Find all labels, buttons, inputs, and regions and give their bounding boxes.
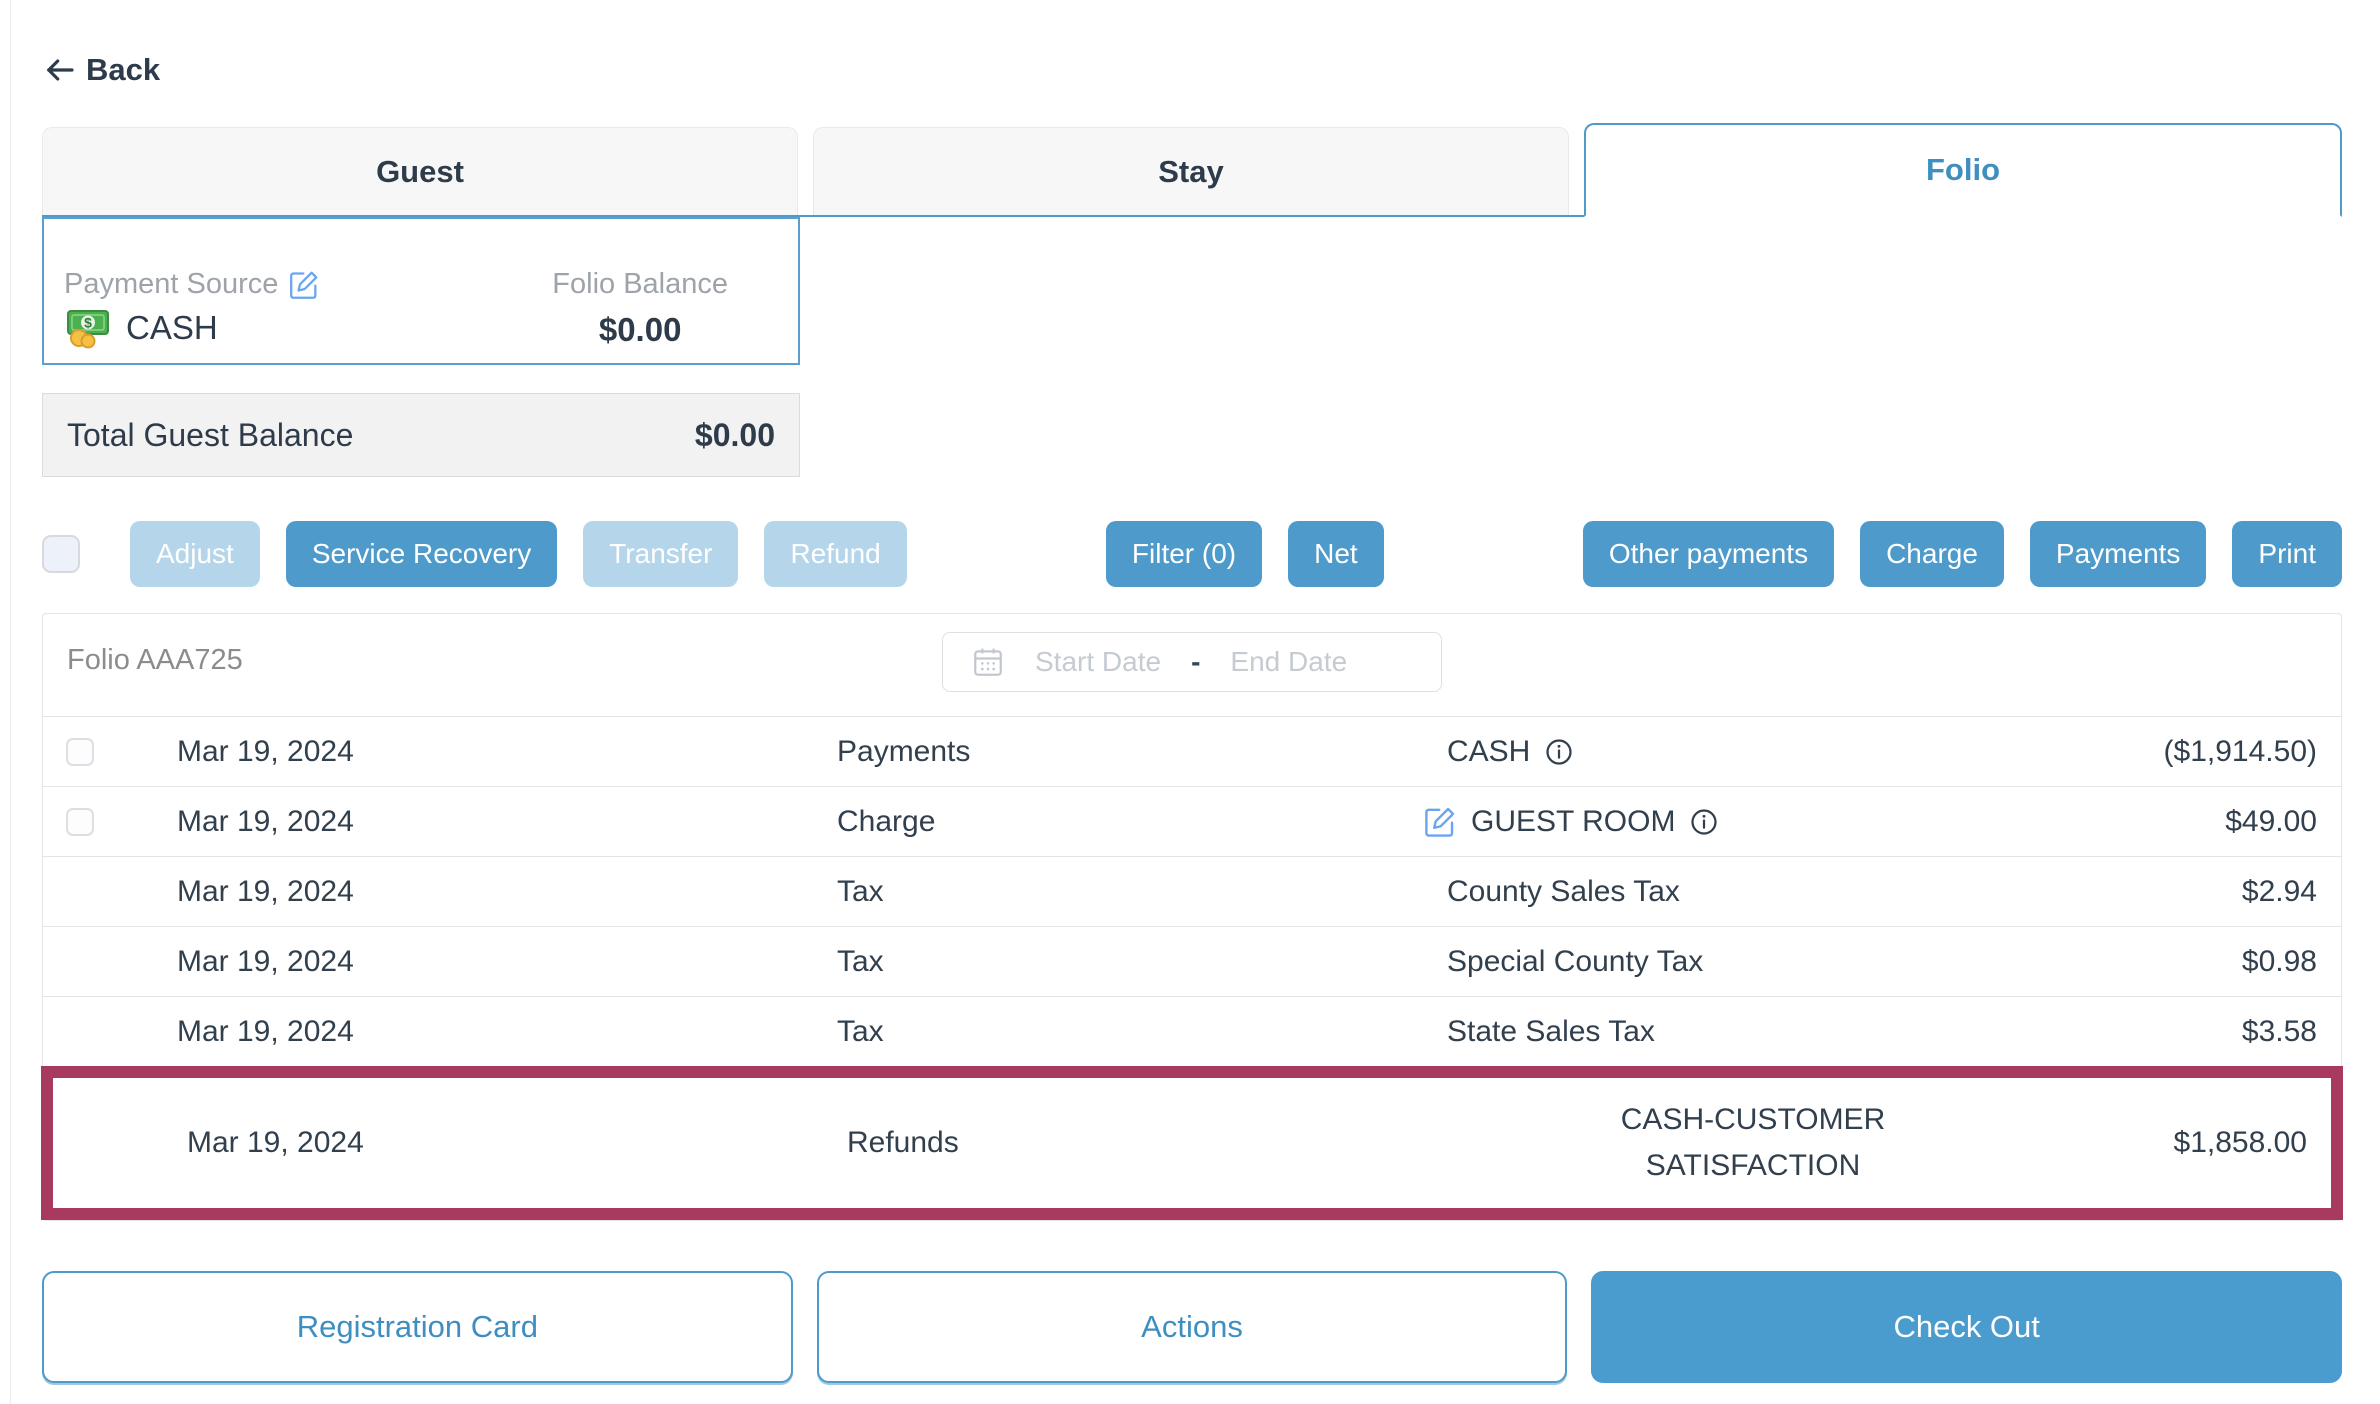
tab-bar: Guest Stay Folio [42, 123, 2342, 217]
row-description: County Sales Tax [1447, 874, 1680, 908]
table-row: Mar 19, 2024 Tax Special County Tax $0.9… [43, 926, 2341, 996]
row-date: Mar 19, 2024 [177, 874, 354, 908]
row-type: Payments [837, 734, 971, 768]
actions-button[interactable]: Actions [816, 1271, 1568, 1383]
folio-balance-value: $0.00 [598, 311, 682, 348]
tab-folio-label: Folio [1925, 152, 2001, 187]
table-row: Mar 19, 2024 Charge GUEST ROOM $49.00 [43, 786, 2341, 856]
footer-actions: Registration Card Actions Check Out [42, 1271, 2343, 1383]
info-icon[interactable] [1544, 737, 1574, 767]
toolbar-middle-group: Filter (0) Net [1105, 521, 1384, 587]
table-row: Mar 19, 2024 Payments CASH ($1,914.50) [43, 716, 2341, 786]
charge-button[interactable]: Charge [1860, 521, 2004, 587]
row-description: CASH [1447, 734, 1531, 768]
folio-title: Folio AAA725 [67, 644, 243, 676]
row-type: Tax [837, 1014, 884, 1048]
row-date: Mar 19, 2024 [177, 804, 354, 838]
folio-balance-label: Folio Balance [552, 268, 728, 300]
info-icon[interactable] [1689, 807, 1719, 837]
back-label: Back [86, 52, 161, 87]
adjust-button[interactable]: Adjust [130, 521, 260, 587]
payment-method-value: CASH [126, 309, 218, 346]
main-content: Back Guest Stay Folio Payment Source [41, 0, 2343, 1383]
row-type: Charge [837, 804, 936, 838]
row-type: Tax [837, 944, 884, 978]
row-date: Mar 19, 2024 [177, 1014, 354, 1048]
folio-panel-header: Folio AAA725 Start Date - [43, 614, 2341, 716]
cash-icon: $ [64, 307, 112, 349]
calendar-icon [971, 645, 1005, 679]
registration-card-button[interactable]: Registration Card [42, 1271, 793, 1383]
tab-stay[interactable]: Stay [813, 127, 1569, 215]
payment-source-block: Payment Source $ [64, 268, 320, 349]
table-row: Mar 19, 2024 Tax County Sales Tax $2.94 [43, 856, 2341, 926]
row-type: Refunds [847, 1126, 959, 1159]
folio-panel: Folio AAA725 Start Date - [41, 613, 2343, 1221]
toolbar-right-group: Other payments Charge Payments Print [1582, 521, 2342, 587]
row-amount: $2.94 [2241, 874, 2317, 908]
folio-toolbar: Adjust Service Recovery Transfer Refund … [42, 521, 2342, 587]
other-payments-button[interactable]: Other payments [1582, 521, 1835, 587]
row-description: Special County Tax [1447, 944, 1704, 978]
row-type: Tax [837, 874, 884, 908]
back-button[interactable]: Back [42, 52, 160, 88]
toolbar-left-group: Adjust Service Recovery Transfer Refund [42, 521, 907, 587]
total-guest-balance-label: Total Guest Balance [67, 416, 354, 453]
tab-folio[interactable]: Folio [1584, 123, 2342, 217]
row-amount: ($1,914.50) [2163, 734, 2317, 768]
folio-balance-block: Folio Balance $0.00 [552, 268, 728, 349]
payment-source-label: Payment Source [64, 268, 279, 300]
tab-guest-label: Guest [376, 153, 464, 189]
table-row: Mar 19, 2024 Tax State Sales Tax $3.58 [43, 996, 2341, 1066]
print-button[interactable]: Print [2232, 521, 2342, 587]
row-checkbox[interactable] [66, 737, 94, 766]
row-description: CASH-CUSTOMER SATISFACTION [1620, 1102, 1886, 1183]
left-edge-divider [10, 0, 11, 1404]
filter-button[interactable]: Filter (0) [1105, 521, 1263, 587]
row-amount: $0.98 [2241, 944, 2317, 978]
service-recovery-button[interactable]: Service Recovery [285, 521, 558, 587]
row-checkbox[interactable] [66, 807, 94, 836]
start-date-placeholder[interactable]: Start Date [1035, 646, 1162, 677]
tab-stay-label: Stay [1158, 153, 1224, 189]
payments-button[interactable]: Payments [2029, 521, 2207, 587]
tab-guest[interactable]: Guest [42, 127, 798, 215]
date-range-picker[interactable]: Start Date - End Date [942, 632, 1442, 692]
total-guest-balance-bar: Total Guest Balance $0.00 [42, 393, 800, 477]
row-amount: $3.58 [2241, 1014, 2317, 1048]
transfer-button[interactable]: Transfer [583, 521, 739, 587]
svg-text:$: $ [84, 315, 92, 331]
select-all-checkbox[interactable] [42, 535, 80, 573]
row-amount: $49.00 [2225, 804, 2317, 838]
end-date-placeholder[interactable]: End Date [1230, 646, 1348, 677]
net-button[interactable]: Net [1288, 521, 1384, 587]
check-out-button[interactable]: Check Out [1591, 1271, 2343, 1383]
row-date: Mar 19, 2024 [177, 734, 354, 768]
row-date: Mar 19, 2024 [177, 944, 354, 978]
date-range-separator: - [1191, 646, 1201, 677]
refund-button[interactable]: Refund [764, 521, 907, 587]
edit-payment-source-icon[interactable] [288, 269, 320, 301]
row-date: Mar 19, 2024 [187, 1126, 364, 1159]
payment-source-card: Payment Source $ [42, 217, 800, 365]
edit-charge-icon[interactable] [1423, 805, 1457, 839]
row-amount: $1,858.00 [2173, 1126, 2307, 1159]
row-description: GUEST ROOM [1471, 804, 1676, 838]
row-description: State Sales Tax [1447, 1014, 1655, 1048]
total-guest-balance-value: $0.00 [694, 416, 775, 453]
table-row-highlighted-refund: Mar 19, 2024 Refunds CASH-CUSTOMER SATIS… [41, 1066, 2343, 1220]
back-arrow-icon [42, 52, 78, 88]
